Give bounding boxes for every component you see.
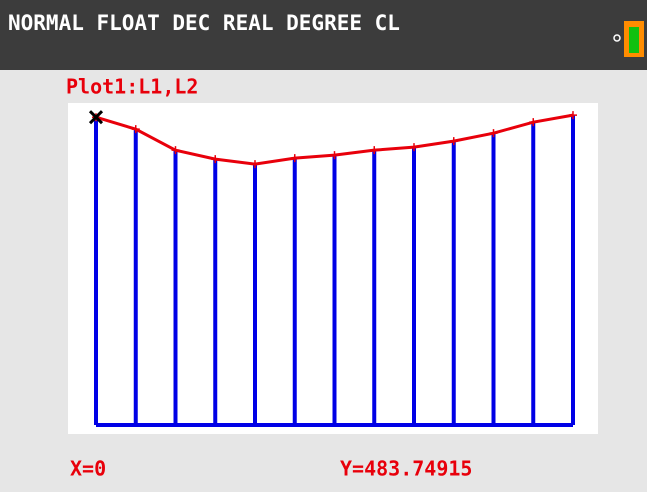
- battery-level: [629, 27, 639, 53]
- page: NORMAL FLOAT DEC REAL DEGREE CL Plot1:L1…: [0, 0, 647, 492]
- cursor-y: Y=483.74915: [340, 457, 472, 481]
- calculator-screen: NORMAL FLOAT DEC REAL DEGREE CL Plot1:L1…: [0, 0, 647, 492]
- status-text: NORMAL FLOAT DEC REAL DEGREE CL: [8, 11, 400, 35]
- plot-label: Plot1:L1,L2: [66, 75, 198, 99]
- cursor-x: X=0: [70, 457, 106, 481]
